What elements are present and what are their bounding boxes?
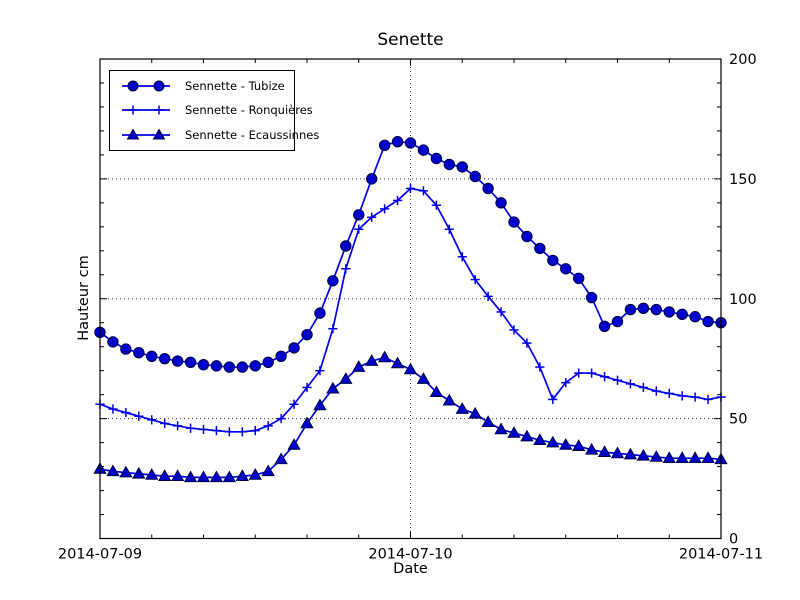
legend-item-ecaussinnes: Sennette - Ecaussinnes: [119, 127, 319, 143]
svg-text:2014-07-11: 2014-07-11: [679, 547, 763, 563]
svg-text:2014-07-10: 2014-07-10: [368, 547, 452, 563]
legend-label-ecaussinnes: Sennette - Ecaussinnes: [185, 127, 320, 142]
legend-plus-marker-icon: [119, 102, 173, 118]
legend-circle-marker-icon: [119, 78, 173, 94]
svg-text:0: 0: [729, 532, 738, 548]
y-axis-label: Hauteur cm: [76, 255, 92, 341]
axis-ticks: [99, 58, 722, 539]
svg-text:150: 150: [729, 172, 757, 188]
legend-item-tubize: Sennette - Tubize: [119, 78, 290, 94]
x-tick-labels: 2014-07-09 2014-07-10 2014-07-11: [58, 547, 763, 563]
legend-triangle-marker-icon: [119, 127, 173, 143]
legend-label-tubize: Sennette - Tubize: [185, 79, 285, 94]
svg-text:2014-07-09: 2014-07-09: [58, 547, 142, 563]
x-axis-label: Date: [393, 561, 428, 577]
y-tick-labels: 0 50 100 150 200: [729, 52, 757, 548]
chart-title: Senette: [377, 30, 444, 50]
legend: Sennette - Tubize Sennette - Ronquières …: [109, 70, 319, 151]
svg-text:50: 50: [729, 412, 747, 428]
legend-item-ronquieres: Sennette - Ronquières: [119, 102, 313, 118]
series-ronquieres-markers: [95, 183, 726, 437]
svg-text:200: 200: [729, 52, 757, 68]
series-tubize-markers: [94, 136, 727, 373]
series-ecaussinnes-markers: [93, 350, 728, 483]
svg-text:100: 100: [729, 292, 757, 308]
legend-label-ronquieres: Sennette - Ronquières: [185, 103, 313, 118]
